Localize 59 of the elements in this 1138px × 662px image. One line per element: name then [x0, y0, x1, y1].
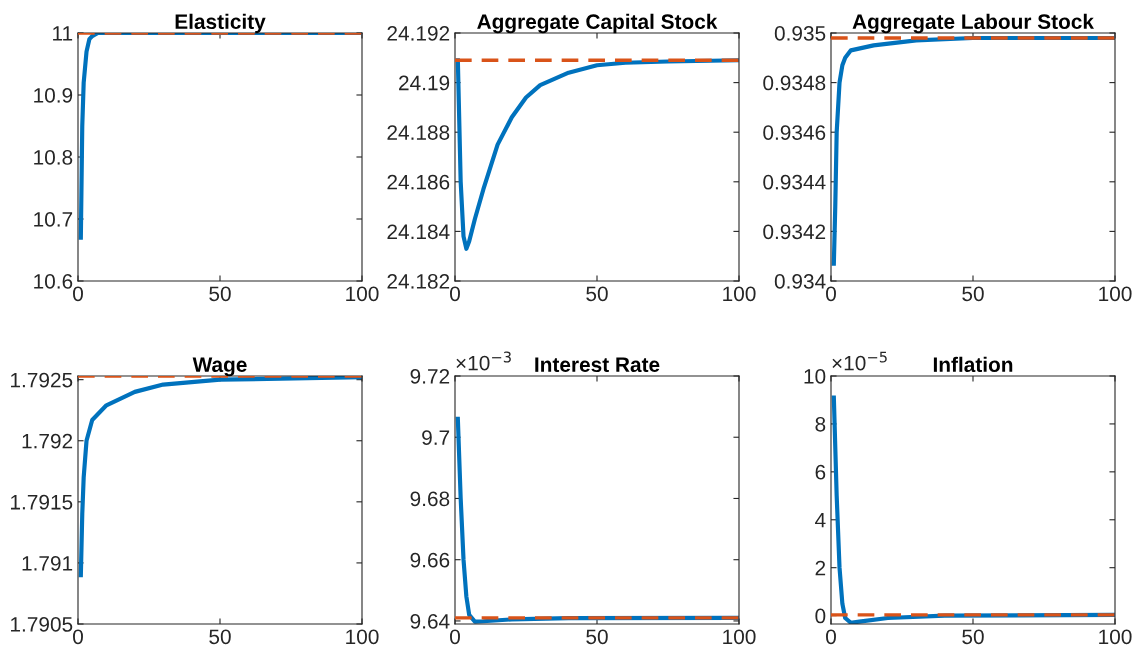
chart-title: Elasticity	[175, 13, 266, 34]
x-tick-label: 50	[209, 629, 231, 645]
y-tick-label: 6	[815, 464, 826, 480]
y-tick-label: 24.192	[387, 26, 450, 41]
y-tick-label: 0.934	[774, 274, 826, 289]
y-tick-label: 24.182	[387, 274, 450, 289]
x-tick-label: 50	[962, 286, 984, 302]
x-tick-label: 0	[73, 629, 83, 645]
y-tick-label: 4	[815, 512, 826, 528]
y-tick-label: 24.184	[387, 224, 450, 240]
x-tick-label: 50	[962, 629, 984, 645]
y-tick-label: 10.9	[34, 88, 73, 103]
y-tick-label: 9.7	[422, 430, 450, 445]
y-tick-label: 0.935	[774, 26, 826, 41]
x-tick-label: 50	[586, 629, 608, 645]
y-tick-label: 10	[804, 369, 826, 384]
y-tick-label: 0.9348	[763, 75, 826, 91]
x-tick-label: 100	[346, 629, 379, 645]
y-tick-label: 11	[53, 26, 73, 41]
y-tick-label: 0.9346	[763, 125, 826, 140]
y-tick-label: 10.6	[34, 274, 73, 289]
y-tick-label: 9.66	[410, 552, 450, 568]
y-tick-label: 0.9344	[763, 174, 826, 190]
y-tick-label: 1.7905	[11, 617, 73, 632]
chart-title: Aggregate Labour Stock	[852, 13, 1094, 34]
x-tick-label: 100	[1099, 629, 1132, 645]
y-tick-label: 10.8	[34, 150, 73, 165]
x-tick-label: 100	[1099, 286, 1132, 302]
y-tick-label: 9.64	[410, 613, 450, 629]
text: ×10$^{−3}$	[456, 351, 511, 371]
chart-title: Interest Rate	[535, 357, 660, 373]
chart-title: Aggregate Capital Stock	[477, 13, 718, 34]
x-tick-label: 100	[723, 286, 756, 302]
y-tick-label: 10.7	[34, 212, 73, 227]
x-tick-label: 0	[73, 286, 83, 302]
x-tick-label: 0	[450, 629, 460, 645]
y-tick-label: 1.7925	[11, 372, 73, 388]
y-tick-label: 24.186	[387, 174, 450, 190]
y-tick-label: 8	[815, 416, 826, 432]
x-tick-label: 50	[209, 286, 231, 302]
x-tick-label: 0	[826, 286, 836, 302]
chart-title: Inflation	[933, 356, 1013, 373]
y-tick-label: 2	[815, 560, 826, 576]
y-tick-label: 0	[815, 608, 826, 624]
x-tick-label: 100	[723, 629, 756, 645]
y-tick-label: 24.19	[399, 75, 450, 91]
y-tick-label: 9.72	[410, 369, 450, 384]
x-tick-label: 100	[346, 286, 379, 302]
y-tick-label: 24.188	[387, 125, 450, 140]
x-tick-label: 0	[450, 286, 460, 302]
y-tick-label: 1.791	[22, 555, 73, 571]
y-tick-label: 9.68	[410, 491, 450, 507]
text: ×10$^{−5}$	[832, 351, 887, 371]
chart-title: Wage	[192, 357, 247, 377]
y-tick-label: 1.7915	[11, 494, 73, 510]
x-tick-label: 50	[586, 286, 608, 302]
y-tick-label: 0.9342	[763, 224, 826, 240]
x-tick-label: 0	[826, 629, 836, 645]
y-tick-label: 1.792	[22, 433, 73, 449]
